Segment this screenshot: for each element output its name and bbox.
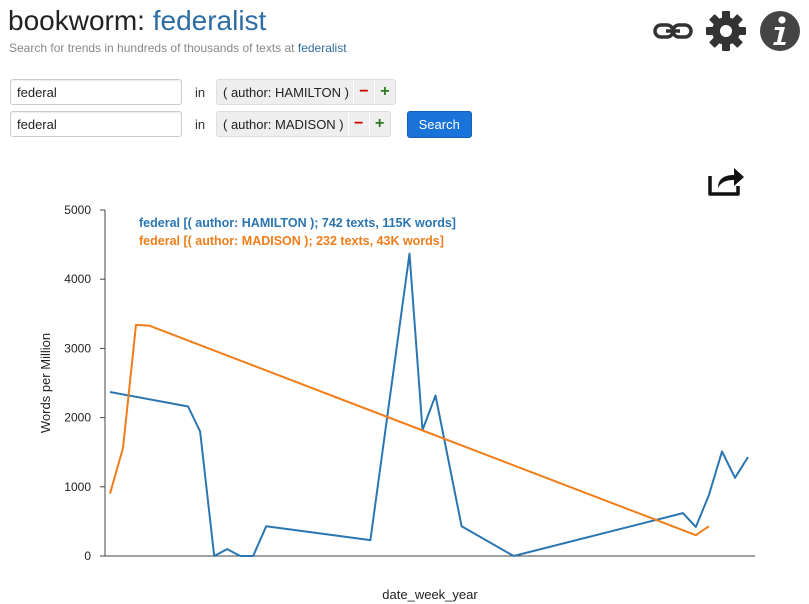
subtitle-text: Search for trends in hundreds of thousan… <box>9 41 295 55</box>
query-row-2: in ( author: MADISON ) − + Search <box>10 110 472 138</box>
query-row-1: in ( author: HAMILTON ) − + <box>10 78 396 106</box>
y-ticks: 0 1000 2000 3000 4000 5000 <box>64 203 105 563</box>
remove-query-button[interactable]: − <box>352 80 374 104</box>
limit-box-2[interactable]: ( author: MADISON ) − + <box>216 111 391 137</box>
legend-entry-madison: federal [( author: MADISON ); 232 texts,… <box>139 234 444 248</box>
subtitle: Search for trends in hundreds of thousan… <box>9 41 347 55</box>
series-line-hamilton[interactable] <box>109 252 749 557</box>
add-query-button[interactable]: + <box>373 80 395 104</box>
y-tick-label: 2000 <box>64 411 91 425</box>
y-tick-label: 5000 <box>64 203 91 217</box>
series-line-madison[interactable] <box>109 323 710 537</box>
page-title: bookworm: federalist <box>8 4 266 38</box>
search-term-input-1[interactable] <box>10 79 182 105</box>
series-layer <box>109 252 749 557</box>
x-axis-title: date_week_year <box>382 587 478 602</box>
limit-label: ( author: MADISON ) <box>223 116 344 132</box>
y-tick-label: 3000 <box>64 341 91 355</box>
info-icon[interactable] <box>759 10 801 52</box>
remove-query-button[interactable]: − <box>347 112 369 136</box>
subtitle-link[interactable]: federalist <box>297 41 347 55</box>
link-icon[interactable] <box>653 20 693 42</box>
search-term-input-2[interactable] <box>10 111 182 137</box>
limit-label: ( author: HAMILTON ) <box>223 84 349 100</box>
corpus-name[interactable]: federalist <box>152 5 267 36</box>
gear-icon[interactable] <box>705 10 747 52</box>
y-axis: 0 1000 2000 3000 4000 5000 <box>64 203 106 563</box>
app-name: bookworm: <box>8 5 145 36</box>
search-button[interactable]: Search <box>406 110 472 138</box>
limit-box-1[interactable]: ( author: HAMILTON ) − + <box>216 79 396 105</box>
y-tick-label: 4000 <box>64 272 91 286</box>
legend-entry-hamilton: federal [( author: HAMILTON ); 742 texts… <box>139 216 456 230</box>
in-label: in <box>194 84 206 100</box>
top-toolbar <box>653 10 801 52</box>
y-tick-label: 1000 <box>64 480 91 494</box>
y-tick-label: 0 <box>84 549 91 563</box>
y-axis-title: Words per Million <box>38 333 53 433</box>
in-label: in <box>194 116 206 132</box>
share-export-icon[interactable] <box>706 164 746 203</box>
add-query-button[interactable]: + <box>368 112 390 136</box>
